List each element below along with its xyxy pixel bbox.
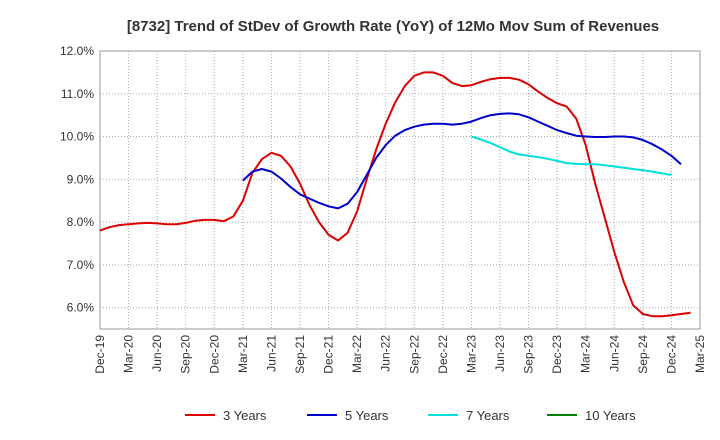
x-tick-label: Mar-23 [464, 335, 478, 373]
legend-label: 5 Years [345, 408, 389, 423]
grid [100, 51, 700, 329]
series-lines [99, 71, 691, 318]
x-tick-label: Jun-20 [150, 335, 164, 372]
x-tick-label: Jun-23 [493, 335, 507, 372]
chart-title: [8732] Trend of StDev of Growth Rate (Yo… [127, 18, 659, 35]
legend: 3 Years 5 Years 7 Years 10 Years [185, 408, 636, 423]
x-tick-label: Sep-20 [179, 335, 193, 374]
x-tick-label: Sep-21 [293, 335, 307, 374]
y-tick-label: 12.0% [60, 44, 94, 58]
y-tick-label: 9.0% [67, 172, 95, 186]
legend-label: 7 Years [466, 408, 510, 423]
x-tick-label: Dec-22 [436, 335, 450, 374]
plot-area [99, 50, 701, 330]
legend-label: 10 Years [585, 408, 636, 423]
x-tick-label: Sep-23 [522, 335, 536, 374]
x-tick-label: Mar-22 [350, 335, 364, 373]
x-tick-label: Jun-21 [264, 335, 278, 372]
x-tick-label: Mar-25 [693, 335, 707, 373]
y-tick-label: 7.0% [67, 258, 95, 272]
y-tick-label: 11.0% [61, 87, 94, 101]
x-axis: Dec-19 Mar-20 Jun-20 Sep-20 Dec-20 Mar-21 Jun-… [93, 335, 707, 374]
y-tick-label: 6.0% [67, 301, 95, 315]
series-line-5-years [242, 112, 682, 210]
x-tick-label: Dec-24 [664, 335, 678, 374]
x-tick-label: Jun-24 [607, 335, 621, 372]
x-tick-label: Mar-24 [579, 335, 593, 373]
series-line-7-years [471, 135, 672, 176]
legend-label: 3 Years [223, 408, 267, 423]
x-tick-label: Mar-20 [122, 335, 136, 373]
x-tick-label: Dec-21 [322, 335, 336, 374]
y-tick-label: 10.0% [60, 130, 94, 144]
x-tick-label: Sep-22 [407, 335, 421, 374]
x-tick-label: Sep-24 [636, 335, 650, 374]
y-axis: 6.0% 7.0% 8.0% 9.0% 10.0% 11.0% 12.0% [60, 44, 94, 315]
series-line-3-years [99, 71, 691, 318]
x-tick-label: Jun-22 [379, 335, 393, 372]
x-tick-label: Dec-23 [550, 335, 564, 374]
y-tick-label: 8.0% [67, 215, 95, 229]
x-tick-label: Dec-19 [93, 335, 107, 374]
x-tick-label: Dec-20 [207, 335, 221, 374]
x-tick-label: Mar-21 [236, 335, 250, 373]
